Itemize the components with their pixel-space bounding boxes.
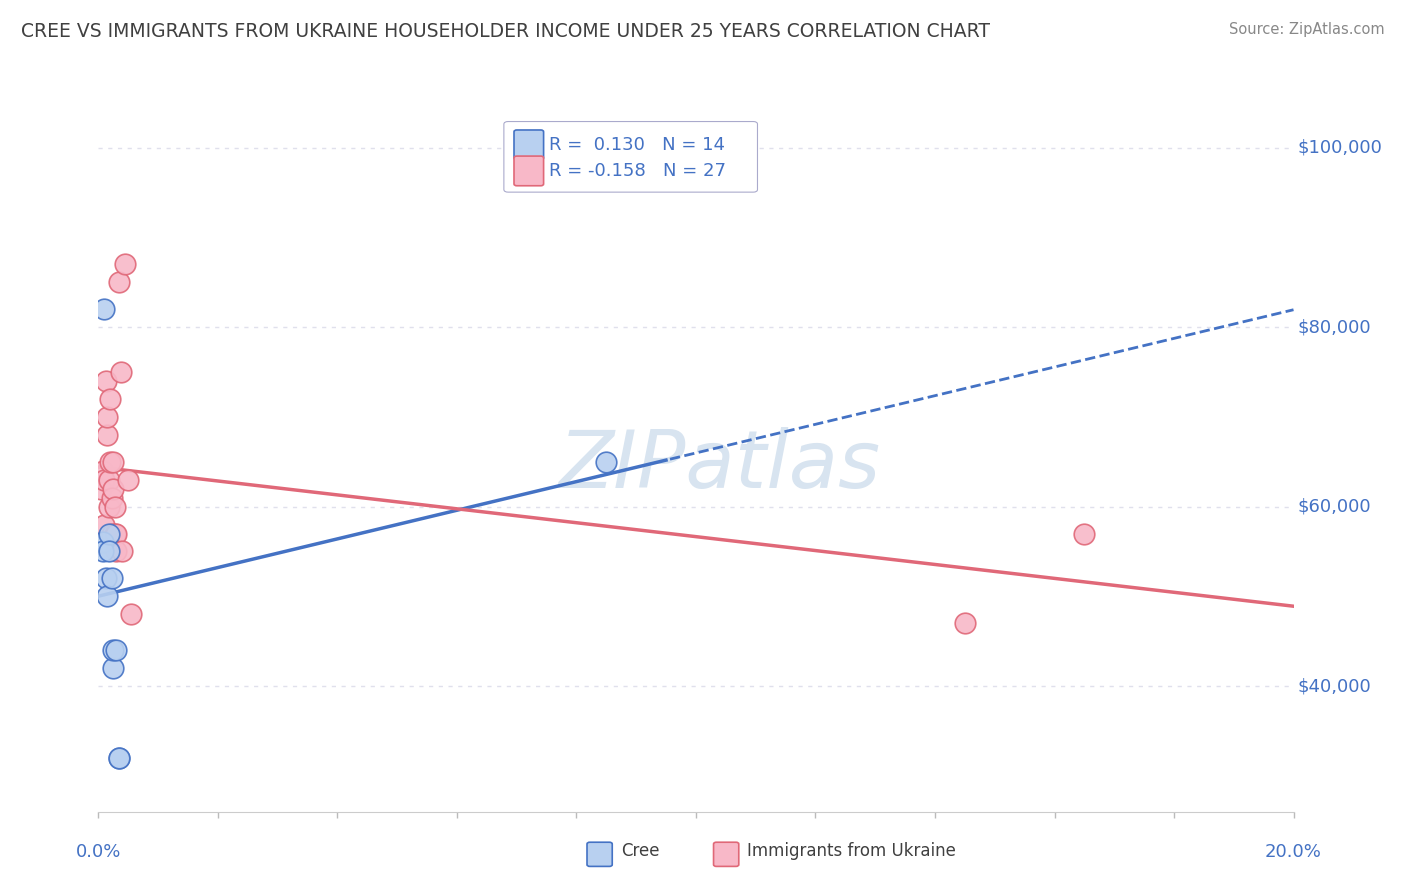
Point [98,392,122,406]
Text: R =  0.130   N = 14: R = 0.130 N = 14 [550,136,725,153]
Text: $100,000: $100,000 [1298,138,1382,157]
Point [98,544,121,558]
Point [108,275,131,289]
Point [91,464,114,478]
Point [103,661,125,675]
Point [105,526,128,541]
Point [96,427,118,442]
Point [98,500,121,514]
Text: $40,000: $40,000 [1298,677,1371,695]
Point [104,500,127,514]
Text: 0.0%: 0.0% [76,843,121,861]
Text: Immigrants from Ukraine: Immigrants from Ukraine [747,842,956,860]
Point [93,473,115,487]
Point [91,544,114,558]
Text: ZIPatlas: ZIPatlas [558,427,882,505]
Point [90,482,112,496]
Point [96,590,118,604]
Point [100,526,122,541]
Point [98,473,121,487]
Point [108,751,131,765]
Text: $80,000: $80,000 [1298,318,1371,336]
Point [120,607,142,622]
Point [953,616,976,631]
Point [93,302,115,317]
Point [1073,526,1095,541]
Point [595,455,617,469]
Point [103,482,125,496]
Point [93,517,115,532]
Point [110,365,132,379]
Point [108,751,131,765]
Text: 20.0%: 20.0% [1265,843,1322,861]
Point [104,526,127,541]
Point [96,409,118,424]
Text: R = -0.158   N = 27: R = -0.158 N = 27 [550,162,727,180]
Point [105,544,128,558]
Point [111,544,134,558]
Point [103,455,125,469]
Point [103,643,125,657]
Point [100,571,122,585]
Text: Source: ZipAtlas.com: Source: ZipAtlas.com [1229,22,1385,37]
Point [98,455,122,469]
Text: $60,000: $60,000 [1298,498,1371,516]
Point [94,374,117,388]
Point [105,643,128,657]
Text: Cree: Cree [620,842,659,860]
Point [100,491,122,505]
Point [98,526,121,541]
Text: CREE VS IMMIGRANTS FROM UKRAINE HOUSEHOLDER INCOME UNDER 25 YEARS CORRELATION CH: CREE VS IMMIGRANTS FROM UKRAINE HOUSEHOL… [21,22,990,41]
Point [114,257,136,271]
Point [117,473,139,487]
Point [94,571,117,585]
Point [91,535,114,549]
